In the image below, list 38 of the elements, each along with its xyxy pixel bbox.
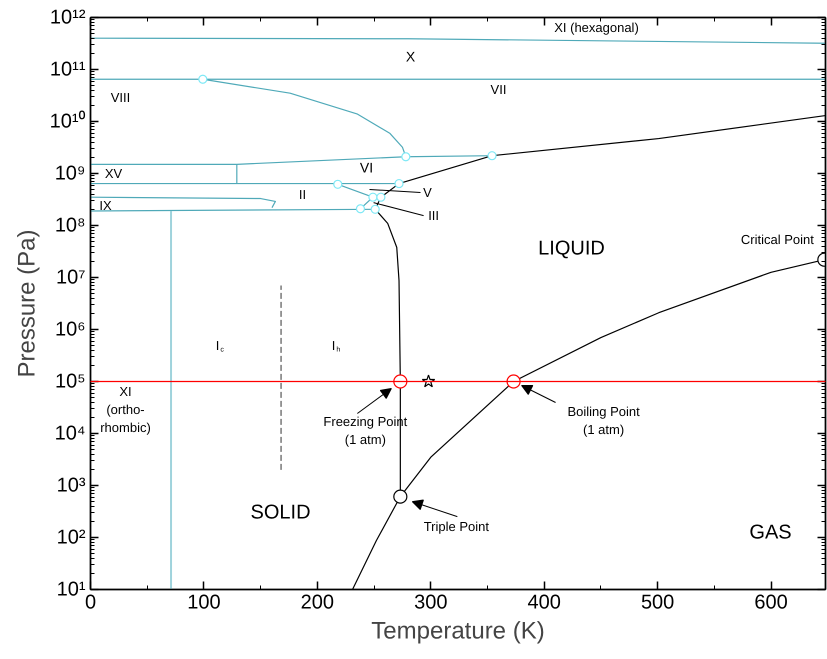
annotation: Triple Point (424, 519, 490, 534)
x-tick-label: 100 (187, 592, 221, 614)
annotation: X (406, 48, 416, 64)
annotation: II (298, 187, 306, 202)
x-tick-label: 200 (300, 592, 334, 614)
x-tick-label: 600 (754, 592, 788, 614)
y-tick-label: 10² (56, 526, 86, 548)
y-tick-label: 10¹ (56, 578, 86, 600)
y-tick-label: 10¹² (50, 6, 86, 28)
y-tick-label: 10⁷ (56, 266, 86, 288)
x-tick-label: 500 (640, 592, 674, 614)
annotation: Boiling Point (1 atm) (567, 404, 640, 437)
annotation: VII (490, 82, 506, 97)
annotation: XV (104, 166, 122, 181)
annotation: XI (hexagonal) (554, 20, 639, 35)
y-tick-label: 10⁸ (54, 214, 86, 236)
y-tick-label: 10³ (56, 474, 86, 496)
x-tick-label: 400 (528, 592, 561, 614)
x-tick-label: 0 (84, 592, 96, 614)
annotation: LIQUID (538, 238, 605, 260)
y-tick-label: 10⁹ (54, 162, 86, 184)
y-tick-label: 10⁴ (54, 422, 86, 444)
annotation: III (428, 208, 440, 224)
y-tick-label: 10¹⁰ (50, 110, 86, 132)
annotation: Critical Point (740, 232, 814, 248)
x-tick-label: 300 (414, 592, 448, 614)
y-tick-label: 10⁵ (54, 370, 86, 392)
annotation: V (423, 185, 432, 200)
y-axis-title: Pressure (Pa) (14, 229, 41, 378)
y-tick-label: 10¹¹ (50, 58, 86, 80)
y-tick-label: 10⁶ (55, 318, 86, 340)
annotation: VI (360, 160, 374, 176)
annotation: XI (ortho- rhombic) (100, 384, 151, 435)
annotation: SOLID (250, 502, 311, 524)
x-axis-title: Temperature (K) (371, 618, 545, 644)
annotation: VIII (110, 90, 130, 105)
annotation: IX (99, 198, 112, 213)
annotation: GAS (749, 522, 792, 544)
